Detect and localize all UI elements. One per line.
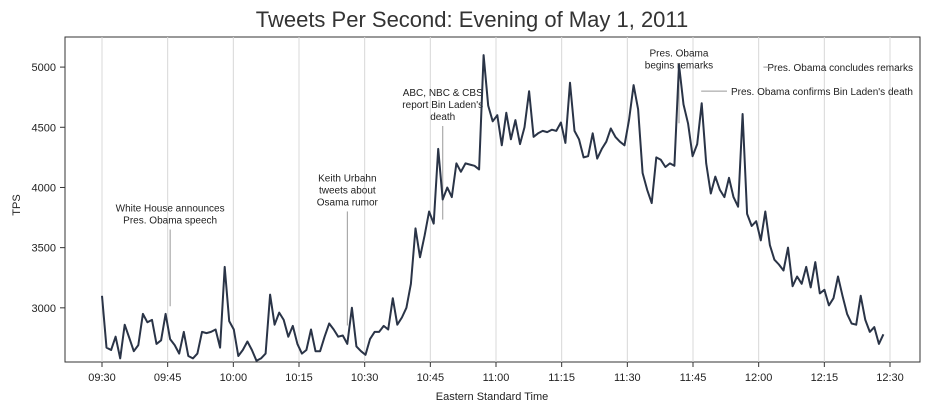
annotation-text: Pres. Obama [650, 48, 709, 59]
annotation-text: tweets about [319, 185, 376, 196]
gridlines [101, 37, 891, 362]
x-tick-label: 12:00 [745, 372, 773, 384]
x-axis-ticks: 09:30 09:45 10:00 10:15 10:30 10:45 11:00 11:15… [88, 362, 904, 384]
y-tick-label: 3500 [32, 243, 56, 255]
annotation-text: Pres. Obama speech [123, 216, 217, 227]
x-tick-label: 12:15 [811, 372, 839, 384]
y-axis-label: TPS [11, 194, 23, 215]
annotation-text: Pres. Obama concludes remarks [767, 63, 913, 74]
tps-series-line [101, 54, 885, 362]
x-tick-label: 11:45 [680, 372, 707, 384]
annotation-text: Keith Urbahn [318, 173, 376, 184]
chart-title: Tweets Per Second: Evening of May 1, 201… [256, 7, 689, 32]
y-axis-ticks: 3000 3500 4000 4500 5000 [32, 62, 65, 315]
y-tick-label: 5000 [32, 62, 56, 74]
x-tick-label: 10:45 [417, 372, 445, 384]
annotation-text: ABC, NBC & CBS [403, 88, 483, 99]
x-tick-label: 11:30 [614, 372, 641, 384]
x-tick-label: 11:15 [548, 372, 575, 384]
x-tick-label: 11:00 [483, 372, 510, 384]
x-tick-label: 12:30 [876, 372, 904, 384]
y-tick-label: 4000 [32, 182, 56, 194]
x-axis-label: Eastern Standard Time [436, 391, 549, 403]
annotation-text: Osama rumor [317, 197, 379, 208]
plot-frame [64, 36, 921, 363]
annotation-text: death [430, 112, 455, 123]
annotation: Pres. Obama concludes remarks [763, 63, 913, 74]
annotation-text: report Bin Laden's [402, 100, 483, 111]
annotation-text: White House announces [116, 204, 225, 215]
x-tick-label: 10:30 [351, 372, 379, 384]
x-tick-label: 10:15 [285, 372, 313, 384]
annotation-text: Pres. Obama confirms Bin Laden's death [731, 87, 913, 98]
x-tick-label: 10:00 [220, 372, 248, 384]
y-tick-label: 3000 [32, 303, 56, 315]
annotation: Pres. Obama confirms Bin Laden's death [701, 87, 913, 98]
y-tick-label: 4500 [32, 122, 56, 134]
x-tick-label: 09:30 [88, 372, 116, 384]
x-tick-label: 09:45 [154, 372, 182, 384]
